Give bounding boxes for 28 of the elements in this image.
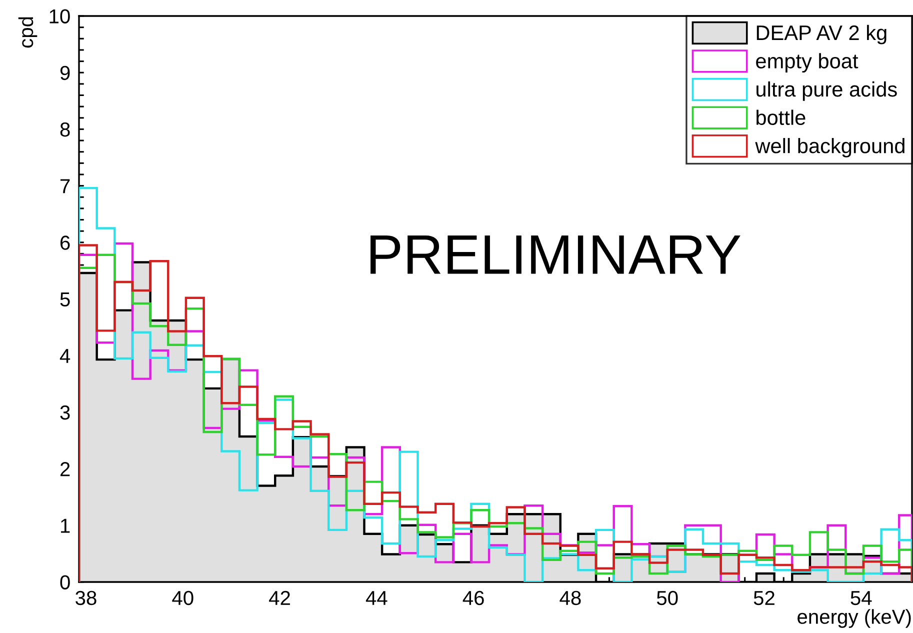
y-tick-label: 10 xyxy=(50,9,70,24)
y-tick-label: 1 xyxy=(61,518,70,533)
y-tick-label: 3 xyxy=(60,405,70,420)
x-tick-label: 50 xyxy=(656,590,678,606)
legend-label: well background xyxy=(755,138,904,158)
y-tick-label: 0 xyxy=(60,575,70,590)
legend-label: empty boat xyxy=(756,53,858,73)
y-tick-label: 5 xyxy=(60,292,70,306)
x-tick-label: 46 xyxy=(462,590,484,606)
legend-label: DEAP AV 2 kg xyxy=(756,24,886,44)
x-tick-label: 44 xyxy=(366,591,388,605)
x-tick-label: 48 xyxy=(560,590,581,606)
y-tick-label: 6 xyxy=(60,236,70,250)
legend-label: bottle xyxy=(756,110,806,126)
y-axis-title: cpd xyxy=(18,17,38,48)
legend-label: ultra pure acids xyxy=(756,81,897,101)
y-tick-label: 4 xyxy=(60,349,70,363)
y-tick-label: 8 xyxy=(60,122,70,137)
y-tick-label: 7 xyxy=(60,179,70,194)
x-tick-label: 54 xyxy=(850,591,872,606)
annotation: PRELIMINARY xyxy=(370,236,740,274)
x-tick-label: 40 xyxy=(172,590,194,606)
y-tick-label: 2 xyxy=(60,462,70,476)
x-tick-label: 42 xyxy=(269,590,290,605)
y-tick-label: 9 xyxy=(60,66,70,80)
x-tick-label: 52 xyxy=(754,590,774,606)
x-tick-label: 38 xyxy=(76,590,96,606)
x-axis-title: energy (keV) xyxy=(798,609,911,628)
